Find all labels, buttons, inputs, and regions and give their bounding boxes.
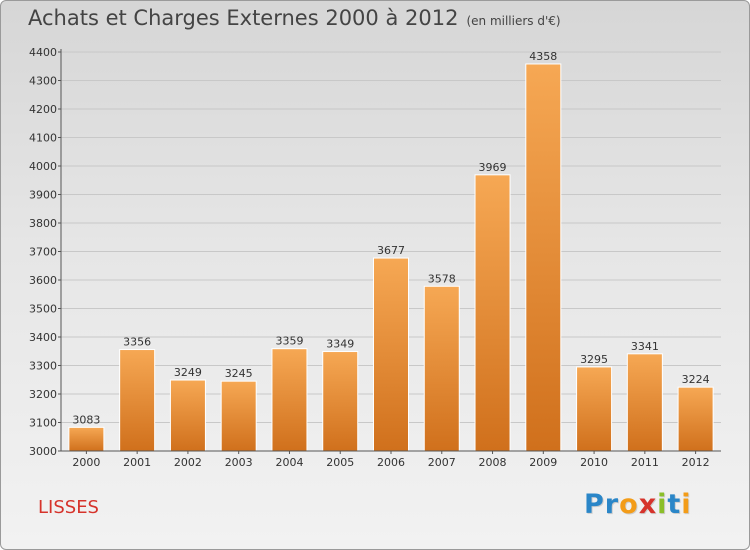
bar-value-label: 3245 [225,367,253,380]
y-tick-label: 4100 [29,132,57,145]
bar-value-label: 3295 [580,353,608,366]
bar [576,366,613,452]
bar-value-label: 3341 [631,340,659,353]
logo-letter: x [638,489,658,520]
y-tick-label: 4300 [29,75,57,88]
logo-letter: i [681,489,692,520]
y-tick-label: 3200 [29,388,57,401]
x-tick-label: 2000 [72,456,100,469]
x-tick-label: 2001 [123,456,151,469]
x-tick-label: 2007 [428,456,456,469]
bar-value-label: 3224 [682,373,710,386]
x-tick-label: 2008 [479,456,507,469]
bar [322,351,359,452]
logo-letter: t [667,489,682,520]
y-tick-label: 4000 [29,160,57,173]
bar-value-label: 3677 [377,244,405,257]
bar [423,285,460,452]
x-tick-label: 2009 [529,456,557,469]
bar [626,353,663,452]
bar [119,349,156,452]
chart-title: Achats et Charges Externes 2000 à 2012 (e… [28,6,561,30]
x-tick-label: 2003 [225,456,253,469]
y-tick-label: 3600 [29,274,57,287]
bar [220,380,257,452]
y-tick-label: 3800 [29,217,57,230]
y-tick-label: 3000 [29,445,57,458]
axes: 3000 3100 3200 3300 3400 3500 3600 3700 3800 3900… [29,46,721,469]
y-tick-label: 3100 [29,417,57,430]
logo-letter: r [604,489,620,520]
y-tick-label: 3700 [29,246,57,259]
bar-value-label: 3083 [72,413,100,426]
bar-value-label: 3969 [479,161,507,174]
y-tick-label: 4200 [29,103,57,116]
y-tick-label: 4400 [29,46,57,59]
x-tick-label: 2012 [682,456,710,469]
y-tick-label: 3400 [29,331,57,344]
y-tick-label: 3300 [29,360,57,373]
y-tick-label: 3500 [29,303,57,316]
bar [677,386,714,452]
bars: 3083 3356 3249 3245 3359 3349 3677 3578 3969 4358… [68,50,714,452]
bar [525,63,562,452]
bar-value-label: 3356 [123,336,151,349]
bar [68,426,105,452]
bar-value-label: 3359 [275,335,303,348]
bar-value-label: 3249 [174,366,202,379]
bar-value-label: 3578 [428,272,456,285]
logo-letter: o [619,489,639,520]
bar [169,379,206,452]
proxiti-logo[interactable]: Proxiti [584,489,692,520]
x-tick-label: 2011 [631,456,659,469]
bar [373,257,409,452]
bar-value-label: 3349 [326,338,354,351]
x-tick-label: 2006 [377,456,405,469]
x-tick-label: 2002 [174,456,202,469]
chart-title-text: Achats et Charges Externes 2000 à 2012 [28,6,459,30]
x-tick-label: 2005 [326,456,354,469]
y-tick-label: 3900 [29,189,57,202]
bar [271,348,308,452]
chart-unit: (en milliers d'€) [466,14,561,28]
location-label: LISSES [38,497,99,518]
x-tick-label: 2004 [275,456,303,469]
x-tick-label: 2010 [580,456,608,469]
bar-value-label: 4358 [529,50,557,63]
bar [474,174,511,452]
logo-letter: P [584,489,605,520]
logo-letter: i [657,489,668,520]
